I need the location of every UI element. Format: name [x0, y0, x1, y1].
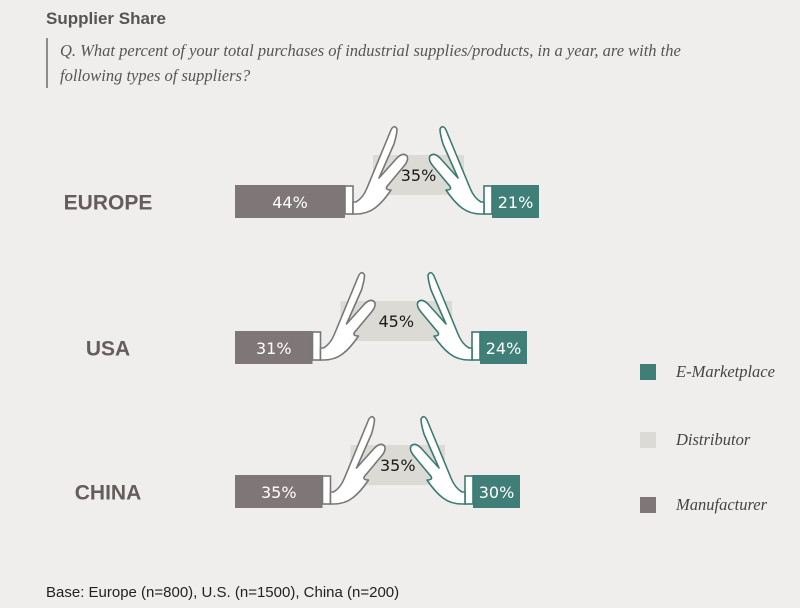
label-manufacturer: 35%	[261, 483, 297, 502]
bar-manufacturer	[235, 475, 323, 508]
bar-emarketplace	[480, 331, 527, 364]
legend-label: Distributor	[676, 430, 751, 449]
label-emarketplace: 21%	[498, 193, 534, 212]
right-hand-icon	[409, 415, 474, 505]
region-label: CHINA	[75, 482, 142, 505]
label-emarketplace: 24%	[486, 339, 522, 358]
survey-question: Q. What percent of your total purchases …	[46, 38, 700, 88]
right-hand-icon	[428, 125, 493, 215]
legend-label: Manufacturer	[676, 495, 768, 514]
bar-emarketplace	[492, 185, 539, 218]
left-hand-icon	[344, 125, 409, 215]
legend-swatch	[640, 364, 656, 380]
left-hand-icon	[311, 271, 376, 361]
legend-swatch	[640, 497, 656, 513]
right-hand-icon	[416, 271, 481, 361]
bar-manufacturer	[235, 185, 345, 218]
region-label: USA	[86, 338, 130, 361]
row-usa: USA 45% 31% 24%	[86, 271, 527, 364]
label-manufacturer: 31%	[256, 339, 292, 358]
chart-title: Supplier Share	[46, 9, 166, 28]
row-china: CHINA 35% 35% 30%	[75, 415, 520, 508]
label-manufacturer: 44%	[272, 193, 308, 212]
label-distributor: 45%	[378, 312, 414, 331]
legend-label: E-Marketplace	[676, 362, 775, 381]
base-note: Base: Europe (n=800), U.S. (n=1500), Chi…	[46, 584, 400, 601]
region-label: EUROPE	[64, 192, 153, 215]
label-distributor: 35%	[380, 456, 416, 475]
bar-manufacturer	[235, 331, 313, 364]
label-emarketplace: 30%	[479, 483, 515, 502]
row-europe: EUROPE 35% 44% 21%	[64, 125, 539, 218]
bar-emarketplace	[473, 475, 520, 508]
left-hand-icon	[321, 415, 386, 505]
label-distributor: 35%	[401, 166, 437, 185]
legend-swatch	[640, 432, 656, 448]
